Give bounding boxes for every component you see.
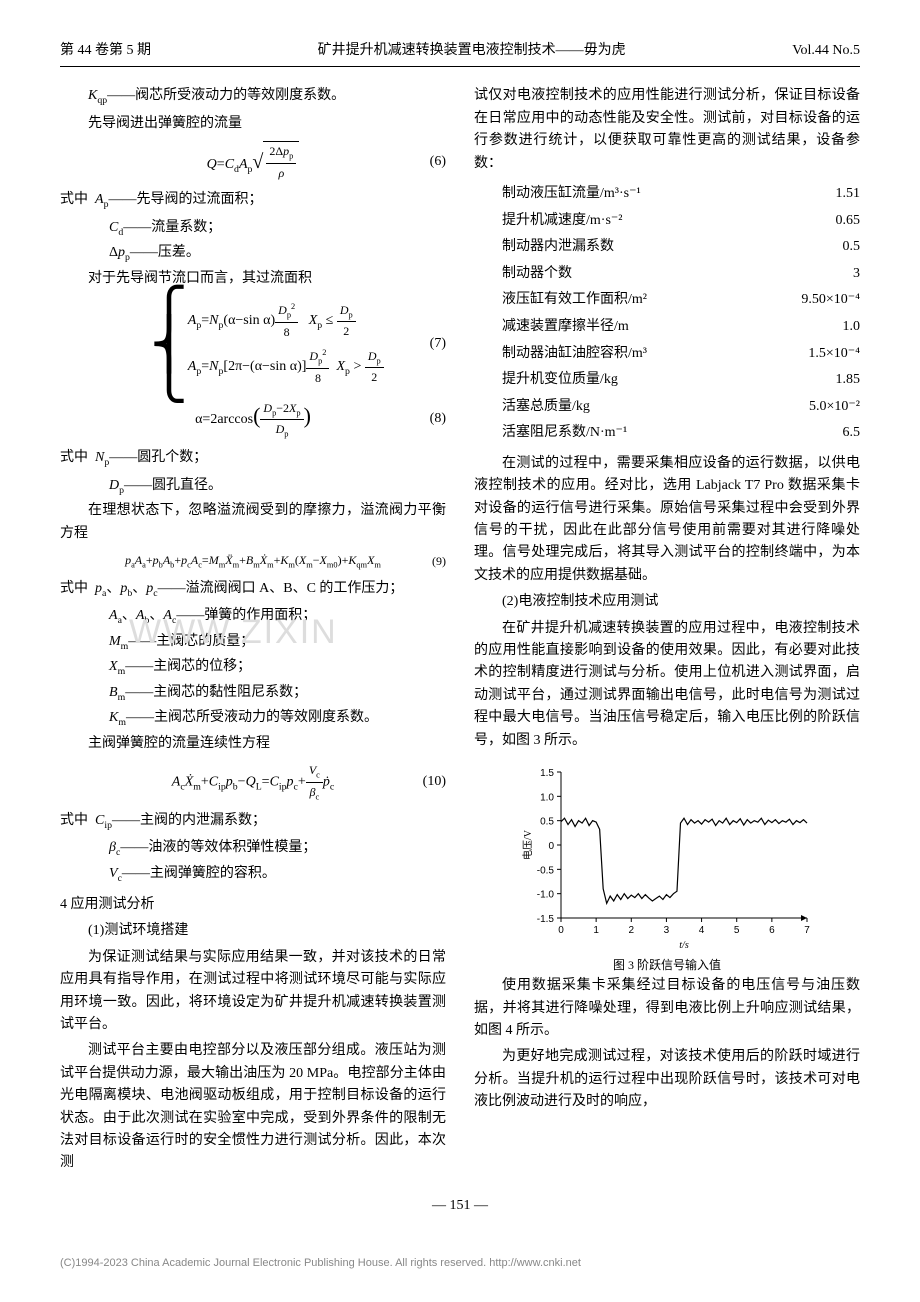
param-row: 制动器内泄漏系数 0.5 [474,234,860,261]
param-label: 提升机减速度/m·s⁻² [474,208,622,235]
def-Km: Km——主阀芯所受液动力的等效刚度系数。 [109,707,446,730]
param-label: 制动器内泄漏系数 [474,234,614,261]
equation-8: α=2arccos(Dp−2XpDp) (8) [60,398,446,441]
para-spring-flow: 先导阀进出弹簧腔的流量 [60,113,446,135]
eqno-10: (10) [423,771,446,793]
para-control-test: 在矿井提升机减速转换装置的应用过程中，电液控制技术的应用性能直接影响到设备的使用… [474,618,860,752]
param-value: 3 [853,261,860,288]
svg-text:7: 7 [804,925,810,936]
param-label: 制动器油缸油腔容积/m³ [474,341,647,368]
def-Xm: Xm——主阀芯的位移； [109,656,446,679]
eqno-9: (9) [432,552,446,571]
param-label: 制动器个数 [474,261,572,288]
param-value: 9.50×10⁻⁴ [801,287,860,314]
where-label-10: 式中 Cip——主阀的内泄漏系数； [60,810,446,833]
svg-text:-1.0: -1.0 [537,890,555,901]
svg-text:t/s: t/s [679,940,689,951]
para-ideal: 在理想状态下，忽略溢流阀受到的摩擦力，溢流阀力平衡方程 [60,500,446,545]
svg-text:0: 0 [558,925,564,936]
equation-7: ⎧⎨⎩ Ap=Np(α−sin α)Dp28 Xp ≤ Dp2 Ap=Np[2π… [60,296,446,392]
param-row: 活塞阻尼系数/N·m⁻¹ 6.5 [474,420,860,447]
parameter-table: 制动液压缸流量/m³·s⁻¹1.51提升机减速度/m·s⁻²0.65制动器内泄漏… [474,181,860,447]
def-Kqp: KqpK_qp——阀芯所受液动力的等效刚度系数。——阀芯所受液动力的等效刚度系数… [88,85,446,108]
left-column: KqpK_qp——阀芯所受液动力的等效刚度系数。——阀芯所受液动力的等效刚度系数… [60,85,446,1178]
param-row: 活塞总质量/kg 5.0×10⁻² [474,394,860,421]
param-value: 1.85 [836,367,861,394]
param-label: 减速装置摩擦半径/m [474,314,629,341]
figure-3-caption: 图 3 阶跃信号输入值 [474,956,860,975]
param-row: 提升机变位质量/kg 1.85 [474,367,860,394]
para-throttle: 对于先导阀节流口而言，其过流面积 [60,268,446,290]
svg-text:2: 2 [629,925,635,936]
eqno-8: (8) [430,408,446,430]
figure-3: -1.5 -1.0 -0.5 0 0.5 1.0 1.5 0 1 2 3 4 5 6 7 t/s 电压/V 图 … [474,762,860,975]
def-Dp: Dp——圆孔直径。 [109,475,446,498]
para-main-valve: 主阀弹簧腔的流量连续性方程 [60,733,446,755]
header-right: Vol.44 No.5 [792,40,860,62]
svg-text:1.5: 1.5 [540,768,554,779]
para-daq-result: 使用数据采集卡采集经过目标设备的电压信号与油压数据，并将其进行降噪处理，得到电液… [474,975,860,1042]
svg-text:3: 3 [664,925,670,936]
param-label: 液压缸有效工作面积/m² [474,287,647,314]
subsection-41: (1)测试环境搭建 [88,920,446,942]
page-header: 第 44 卷第 5 期 矿井提升机减速转换装置电液控制技术——毋为虎 Vol.4… [60,40,860,67]
svg-text:5: 5 [734,925,740,936]
param-value: 0.5 [843,234,861,261]
def-Vc: Vc——主阀弹簧腔的容积。 [109,863,446,886]
def-Cd: Cd——流量系数； [109,217,446,240]
param-row: 制动液压缸流量/m³·s⁻¹ 1.51 [474,181,860,208]
svg-text:1.0: 1.0 [540,792,554,803]
svg-text:-0.5: -0.5 [537,865,555,876]
equation-9: paAa+pbAb+pcAc=MmẌm+BmẊm+Km(Xm−Xm0)+KqmX… [60,551,446,572]
param-value: 1.5×10⁻⁴ [808,341,860,368]
param-row: 提升机减速度/m·s⁻² 0.65 [474,208,860,235]
where-label-8: 式中 Np——圆孔个数； [60,447,446,470]
svg-text:电压/V: 电压/V [521,829,534,860]
svg-text:0.5: 0.5 [540,817,554,828]
para-env: 为保证测试结果与实际应用结果一致，并对该技术的日常应用具有指导作用，在测试过程中… [60,947,446,1037]
param-label: 制动液压缸流量/m³·s⁻¹ [474,181,641,208]
param-row: 减速装置摩擦半径/m 1.0 [474,314,860,341]
svg-text:0: 0 [548,841,554,852]
footer-copyright: (C)1994-2023 China Academic Journal Elec… [0,1247,920,1281]
right-column: 试仅对电液控制技术的应用性能进行测试分析，保证目标设备在日常应用中的动态性能及安… [474,85,860,1178]
section-4-title: 4 应用测试分析 [60,894,446,916]
svg-text:6: 6 [769,925,775,936]
param-row: 制动器个数 3 [474,261,860,288]
figure-3-chart: -1.5 -1.0 -0.5 0 0.5 1.0 1.5 0 1 2 3 4 5 6 7 t/s 电压/V [517,762,817,952]
def-dpp: Δpp——压差。 [109,242,446,265]
svg-text:1: 1 [593,925,599,936]
para-test-intro: 试仅对电液控制技术的应用性能进行测试分析，保证目标设备在日常应用中的动态性能及安… [474,85,860,175]
page-number: — 151 — [60,1195,860,1217]
param-value: 0.65 [836,208,861,235]
param-label: 活塞阻尼系数/N·m⁻¹ [474,420,627,447]
svg-text:4: 4 [699,925,705,936]
para-step-analysis: 为更好地完成测试过程，对该技术使用后的阶跃时域进行分析。当提升机的运行过程中出现… [474,1046,860,1113]
param-value: 1.0 [843,314,861,341]
equation-10: AcẊm+Cippb−QL=Cippc+Vcβcṗc (10) [60,761,446,804]
param-row: 制动器油缸油腔容积/m³ 1.5×10⁻⁴ [474,341,860,368]
def-Mm: Mm——主阀芯的质量； [109,631,446,654]
equation-6: Q=CdAp√2Δppρ (6) [60,141,446,183]
def-Bm: Bm——主阀芯的黏性阻尼系数； [109,682,446,705]
para-platform: 测试平台主要由电控部分以及液压部分组成。液压站为测试平台提供动力源，最大输出油压… [60,1040,446,1174]
where-label-6: 式中 Ap——先导阀的过流面积； [60,189,446,212]
param-label: 提升机变位质量/kg [474,367,618,394]
header-center: 矿井提升机减速转换装置电液控制技术——毋为虎 [318,40,626,62]
param-row: 液压缸有效工作面积/m² 9.50×10⁻⁴ [474,287,860,314]
svg-text:-1.5: -1.5 [537,914,555,925]
where-label-9: 式中 pa、pb、pc——溢流阀阀口 A、B、C 的工作压力； [60,578,446,601]
header-left: 第 44 卷第 5 期 [60,40,151,62]
eqno-7: (7) [430,333,446,355]
subsection-42: (2)电液控制技术应用测试 [502,591,860,613]
def-betac: βc——油液的等效体积弹性模量； [109,837,446,860]
def-Aabc: Aa、Ab、Ac——弹簧的作用面积； [109,605,446,628]
param-label: 活塞总质量/kg [474,394,590,421]
content-columns: KqpK_qp——阀芯所受液动力的等效刚度系数。——阀芯所受液动力的等效刚度系数… [60,85,860,1178]
para-daq: 在测试的过程中，需要采集相应设备的运行数据，以供电液控制技术的应用。经对比，选用… [474,453,860,587]
param-value: 6.5 [843,420,861,447]
eqno-6: (6) [430,151,446,173]
param-value: 5.0×10⁻² [809,394,860,421]
param-value: 1.51 [836,181,861,208]
